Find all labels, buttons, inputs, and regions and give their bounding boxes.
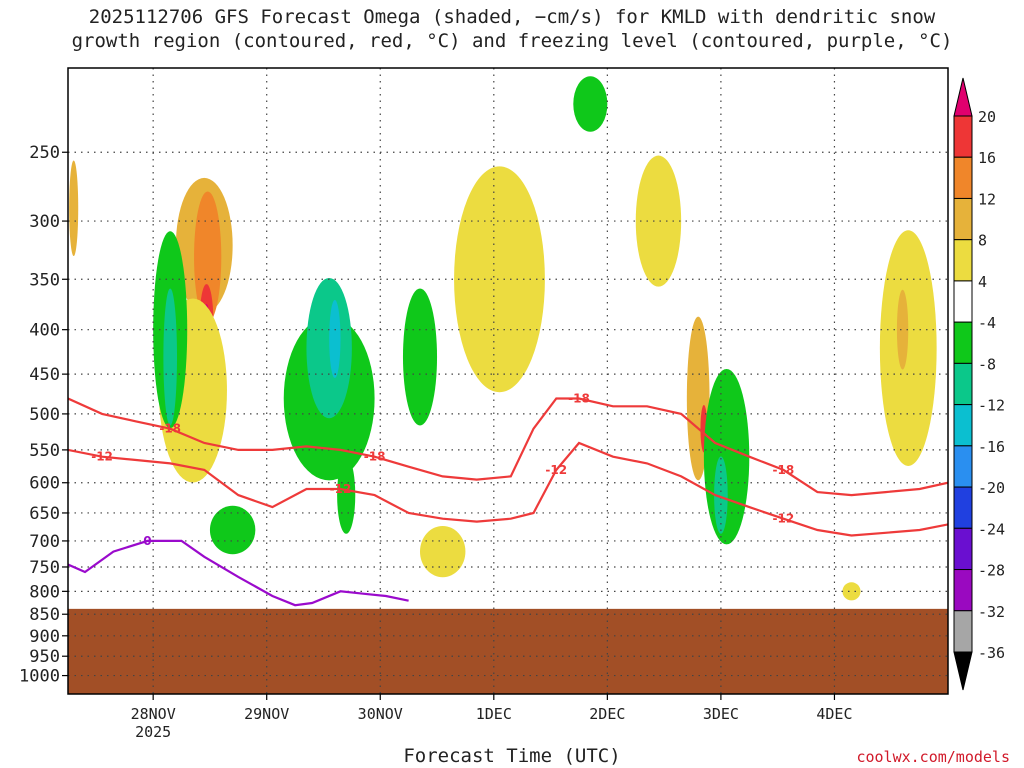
y-tick-label-300: 300 [29, 212, 60, 232]
colorbar-band-3 [953, 239, 973, 282]
colorbar-label-9: -20 [978, 479, 1005, 497]
colorbar-label-8: -16 [978, 438, 1005, 456]
y-tick-label-900: 900 [29, 627, 60, 647]
y-tick-label-600: 600 [29, 474, 60, 494]
colorbar-label-5: -4 [978, 314, 996, 332]
colorbar-label-3: 8 [978, 232, 987, 250]
colorbar-label-2: 12 [978, 190, 996, 208]
plot-area: -18 -18 -18 -18 -12 -12 -12 -12 0 [68, 68, 948, 694]
colorbar-band-1 [953, 156, 973, 199]
y-tick-label-400: 400 [29, 321, 60, 341]
y-tick-label-500: 500 [29, 405, 60, 425]
omega-shade-24 [896, 289, 909, 370]
credit-text: coolwx.com/models [856, 748, 1010, 766]
terrain-fill [68, 608, 948, 694]
series-line-2 [68, 539, 409, 607]
series-label-0: -18 [159, 422, 181, 436]
y-tick-label-1000: 1000 [19, 667, 60, 687]
omega-shade-15 [454, 166, 545, 393]
colorbar-label-13: -36 [978, 644, 1005, 662]
colorbar-label-12: -32 [978, 603, 1005, 621]
colorbar-band-5 [953, 321, 973, 364]
x-tick-label-4DEC: 4DEC [816, 705, 852, 723]
x-tick-label-3DEC: 3DEC [703, 705, 739, 723]
omega-shade-16 [573, 76, 608, 132]
series-label-0: -18 [364, 450, 386, 464]
colorbar-band-12 [953, 610, 973, 653]
colorbar-label-7: -12 [978, 397, 1005, 415]
x-tick-label-30NOV: 30NOV [358, 705, 403, 723]
colorbar-band-0 [953, 115, 973, 158]
colorbar-label-0: 20 [978, 108, 996, 126]
omega-shade-11 [329, 300, 341, 378]
x-tick-label-29NOV: 29NOV [244, 705, 289, 723]
y-tick-label-350: 350 [29, 270, 60, 290]
colorbar-bottom-arrow [953, 651, 973, 691]
omega-shade-21 [714, 456, 728, 534]
omega-shade-23 [879, 230, 937, 466]
y-tick-label-850: 850 [29, 605, 60, 625]
series-label-1: -12 [330, 482, 352, 496]
series-label-0: -18 [773, 463, 795, 477]
y-tick-label-250: 250 [29, 143, 60, 163]
series-label-2: 0 [143, 534, 151, 548]
series-label-1: -12 [91, 450, 113, 464]
series-line-0 [68, 397, 948, 497]
chart-title-line-2: growth region (contoured, red, °C) and f… [71, 30, 953, 52]
colorbar-band-11 [953, 569, 973, 612]
omega-shade-7 [163, 288, 178, 426]
y-tick-label-700: 700 [29, 532, 60, 552]
series-label-1: -12 [773, 512, 795, 526]
colorbar-label-11: -28 [978, 562, 1005, 580]
omega-shade-17 [635, 155, 682, 287]
x-tick-sublabel: 2025 [135, 723, 171, 741]
omega-shade-0 [69, 160, 79, 257]
x-tick-label-28NOV: 28NOV [131, 705, 176, 723]
colorbar-label-10: -24 [978, 520, 1005, 538]
colorbar-band-7 [953, 404, 973, 447]
colorbar-band-9 [953, 486, 973, 529]
series-line-1 [68, 441, 948, 537]
omega-shade-2 [194, 191, 222, 323]
colorbar-top-arrow [953, 77, 973, 117]
colorbar-band-10 [953, 527, 973, 571]
y-tick-label-950: 950 [29, 647, 60, 667]
omega-shade-10 [306, 277, 352, 419]
plot-border [67, 67, 949, 695]
colorbar-band-8 [953, 445, 973, 488]
y-tick-label-550: 550 [29, 441, 60, 461]
omega-shade-20 [703, 368, 750, 545]
colorbar-band-2 [953, 197, 973, 241]
colorbar-label-1: 16 [978, 149, 996, 167]
y-tick-label-750: 750 [29, 558, 60, 578]
omega-shade-8 [209, 505, 256, 555]
colorbar-label-6: -8 [978, 355, 996, 373]
colorbar-label-4: 4 [978, 273, 987, 291]
omega-shade-13 [402, 288, 438, 426]
y-tick-label-650: 650 [29, 504, 60, 524]
omega-shade-22 [842, 582, 861, 601]
y-tick-label-450: 450 [29, 365, 60, 385]
x-axis-title: Forecast Time (UTC) [403, 745, 621, 767]
colorbar-band-4 [953, 280, 973, 323]
chart-title-line-1: 2025112706 GFS Forecast Omega (shaded, −… [88, 6, 936, 28]
series-label-0: -18 [568, 391, 590, 405]
omega-shade-12 [337, 456, 356, 534]
y-tick-label-800: 800 [29, 582, 60, 602]
series-label-1: -12 [545, 463, 567, 477]
x-tick-label-1DEC: 1DEC [476, 705, 512, 723]
x-tick-label-2DEC: 2DEC [589, 705, 625, 723]
colorbar-band-6 [953, 362, 973, 406]
omega-shade-14 [420, 525, 466, 578]
